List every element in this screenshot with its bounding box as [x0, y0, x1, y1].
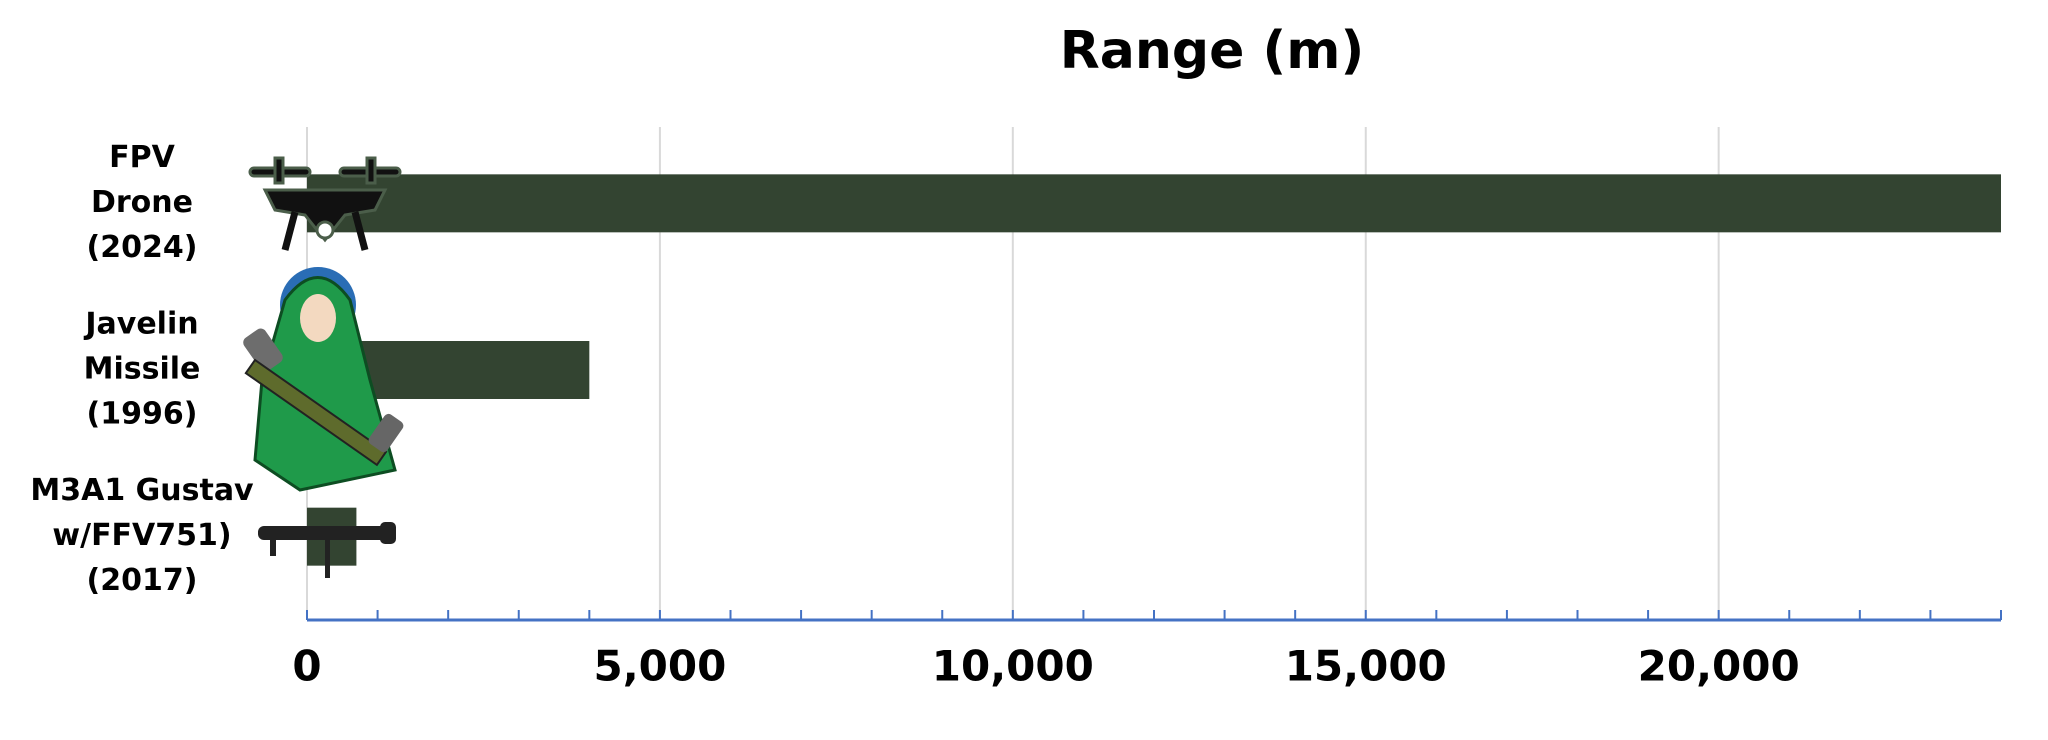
y-tick-label: w/FFV751) [52, 518, 231, 553]
y-tick-label: (2024) [87, 230, 198, 265]
icons [243, 156, 404, 578]
gustav-icon [258, 522, 396, 578]
x-tick-label: 0 [292, 642, 321, 691]
y-tick-label: FPV [109, 140, 175, 175]
x-tick-label: 5,000 [593, 642, 726, 691]
y-tick-label: M3A1 Gustav [30, 473, 254, 508]
x-tick-label: 10,000 [932, 642, 1094, 691]
javelin-icon [243, 267, 404, 492]
y-tick-label: Drone [91, 185, 193, 220]
y-tick-label: (2017) [87, 563, 198, 598]
drone-icon [248, 156, 402, 251]
x-tick-label: 15,000 [1285, 642, 1447, 691]
y-tick-label: Javelin [83, 307, 198, 342]
y-tick-label: Missile [84, 352, 201, 387]
bar [307, 174, 2001, 233]
chart-title: Range (m) [1060, 21, 1364, 81]
x-tick-label: 20,000 [1638, 642, 1800, 691]
y-tick-label: (1996) [87, 397, 198, 432]
